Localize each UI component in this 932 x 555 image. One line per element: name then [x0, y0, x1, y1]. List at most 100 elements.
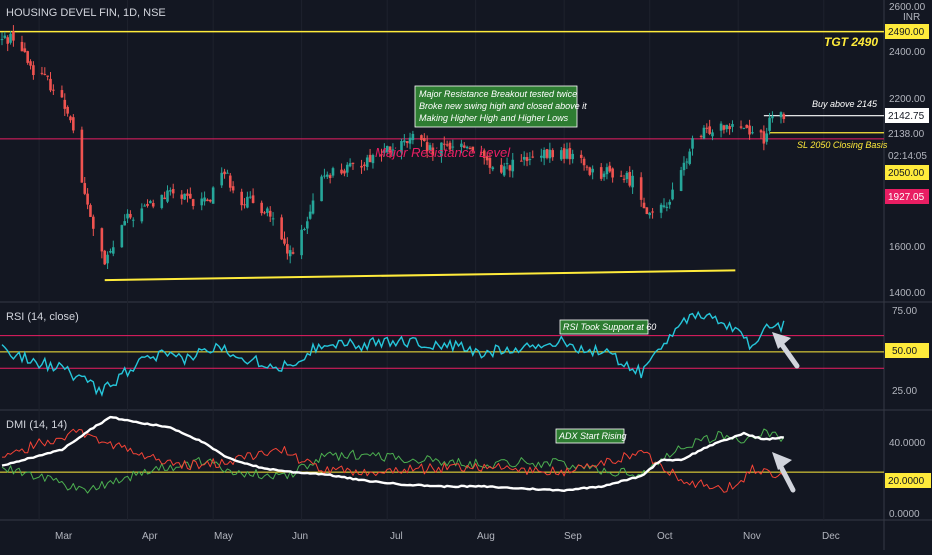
- candle-body: [383, 150, 386, 153]
- candle-body: [562, 148, 566, 159]
- candle-body: [100, 228, 104, 252]
- dmi-title: DMI (14, 14): [6, 419, 67, 431]
- time-axis[interactable]: Mar Apr May Jun Jul Aug Sep Oct Nov Dec: [55, 531, 840, 542]
- candle-body: [351, 162, 355, 164]
- candle-body: [263, 212, 266, 214]
- candle-body: [505, 163, 509, 165]
- candle-body: [200, 198, 204, 206]
- candle-body: [742, 127, 746, 129]
- candle-body: [728, 126, 731, 130]
- candle-body: [628, 171, 632, 186]
- candle-body: [765, 133, 769, 142]
- badge-low: 2138.00: [888, 129, 925, 140]
- candle-body: [388, 146, 392, 153]
- candle-body: [431, 147, 435, 156]
- adx-note: ADX Start Rising: [558, 431, 627, 441]
- candle-body: [445, 144, 449, 146]
- candle-body: [363, 164, 366, 166]
- badge-last-price: 1927.05: [885, 189, 929, 204]
- candle-body: [360, 165, 363, 168]
- candle-body: [759, 130, 763, 133]
- candle-body: [345, 164, 349, 173]
- candle-body: [520, 160, 523, 162]
- adx-line: [1, 415, 784, 492]
- candle-body: [611, 168, 614, 178]
- x-label-mar: Mar: [55, 531, 73, 542]
- candle-body: [625, 172, 629, 180]
- breakout-note-line-3: Making Higher High and Higher Lows: [419, 113, 569, 123]
- price-tick-2600: 2600.00: [889, 2, 926, 13]
- candle-body: [149, 201, 152, 204]
- candle-body: [246, 196, 249, 208]
- candle-body: [52, 89, 55, 91]
- candle-body: [403, 140, 406, 143]
- resistance-label: Major Resistance Level: [375, 145, 511, 160]
- x-label-jul: Jul: [390, 531, 403, 542]
- candle-body: [448, 142, 452, 150]
- price-panel[interactable]: [0, 25, 884, 282]
- candle-body: [223, 171, 226, 175]
- candle-body: [682, 162, 686, 171]
- badge-stoploss-text: 2050.00: [888, 168, 925, 179]
- badge-countdown: 02:14:05: [888, 151, 927, 162]
- candle-body: [32, 65, 35, 76]
- candle-body: [325, 174, 329, 177]
- candle-body: [465, 146, 469, 149]
- candle-body: [480, 151, 483, 153]
- candle-body: [582, 158, 586, 166]
- candle-body: [762, 131, 766, 144]
- candle-body: [180, 194, 184, 199]
- candle-body: [306, 221, 309, 229]
- candle-body: [711, 132, 714, 137]
- candle-body: [271, 218, 275, 220]
- candle-body: [442, 143, 446, 145]
- candle-body: [491, 167, 495, 170]
- candle-body: [545, 149, 549, 158]
- candle-body: [243, 204, 246, 206]
- candle-body: [9, 33, 12, 43]
- candle-body: [143, 205, 146, 207]
- candle-body: [151, 202, 155, 207]
- candle-body: [485, 156, 489, 161]
- candle-body: [131, 219, 135, 221]
- x-label-sep: Sep: [564, 531, 582, 542]
- candle-body: [0, 39, 4, 41]
- price-tick-1400: 1400.00: [889, 288, 926, 299]
- candle-body: [619, 175, 623, 177]
- candle-body: [72, 117, 75, 131]
- candle-body: [69, 116, 72, 121]
- adx-note-box: ADX Start Rising: [555, 428, 627, 444]
- candle-body: [642, 202, 646, 209]
- dmi-panel[interactable]: [0, 415, 884, 494]
- candle-body: [731, 124, 734, 127]
- candle-body: [585, 166, 589, 168]
- di-minus-line: [2, 428, 785, 493]
- candle-body: [739, 126, 743, 128]
- candle-body: [679, 170, 683, 191]
- badge-countdown-text: 02:14:05: [888, 151, 927, 162]
- candle-body: [440, 142, 443, 157]
- candle-body: [471, 146, 475, 152]
- x-label-dec: Dec: [822, 531, 840, 542]
- price-axis[interactable]: 2600.00 INR 2400.00 2200.00 1600.00 1400…: [885, 2, 931, 520]
- candle-body: [129, 213, 132, 218]
- candle-body: [365, 157, 369, 167]
- candle-body: [500, 164, 503, 173]
- candle-body: [120, 225, 124, 248]
- candle-body: [559, 150, 563, 160]
- candle-body: [240, 191, 243, 206]
- support-trendline: [104, 269, 736, 282]
- rsi-arrow: [772, 332, 800, 369]
- candle-body: [286, 244, 289, 254]
- rsi-panel[interactable]: [0, 310, 884, 397]
- candle-body: [565, 149, 569, 159]
- candle-body: [599, 167, 603, 179]
- candle-body: [568, 148, 572, 160]
- candle-body: [608, 165, 612, 172]
- candle-body: [43, 73, 47, 75]
- candle-body: [531, 156, 535, 158]
- x-label-jun: Jun: [292, 531, 308, 542]
- candle-body: [668, 201, 672, 205]
